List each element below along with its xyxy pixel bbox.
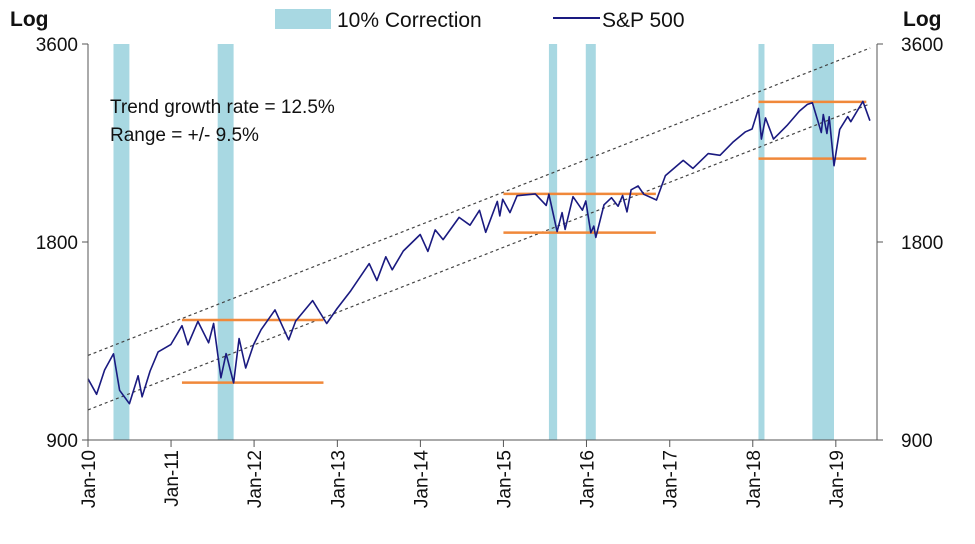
- x-tick-label: Jan-10: [79, 450, 100, 508]
- legend: 10% Correction S&P 500: [275, 9, 685, 32]
- x-tick-label: Jan-19: [827, 450, 848, 508]
- x-tick-label: Jan-11: [162, 450, 183, 507]
- correction-bands: [113, 44, 835, 440]
- y-axis-right: 900 1800 3600: [877, 35, 943, 452]
- correction-band: [113, 44, 130, 440]
- correction-band: [585, 44, 596, 440]
- correction-band: [758, 44, 765, 440]
- legend-label-sp500: S&P 500: [602, 9, 685, 32]
- y-tick-label-right: 3600: [901, 35, 943, 56]
- annotation-trend-growth: Trend growth rate = 12.5%: [110, 97, 335, 118]
- x-tick-label: Jan-13: [328, 450, 349, 508]
- correction-band: [217, 44, 234, 440]
- y-tick-label-left: 3600: [36, 35, 78, 56]
- y-tick-label-right: 900: [901, 431, 933, 452]
- annotation-range: Range = +/- 9.5%: [110, 125, 259, 146]
- y-tick-label-right: 1800: [901, 233, 943, 254]
- y-tick-label-left: 900: [46, 431, 78, 452]
- x-tick-label: Jan-18: [744, 450, 765, 508]
- legend-swatch-correction: [275, 9, 331, 29]
- trend-line-upper: [87, 47, 871, 357]
- series-layer: [87, 100, 871, 405]
- trend-line-lower: [87, 103, 871, 411]
- y-axis-left: 900 1800 3600: [36, 35, 88, 452]
- x-tick-label: Jan-16: [577, 450, 598, 508]
- y-axis-label-left: Log: [10, 8, 48, 31]
- correction-band: [812, 44, 835, 440]
- correction-band: [548, 44, 558, 440]
- y-axis-label-right: Log: [903, 8, 941, 31]
- y-tick-label-left: 1800: [36, 233, 78, 254]
- x-tick-label: Jan-15: [494, 450, 515, 508]
- legend-label-correction: 10% Correction: [337, 9, 482, 32]
- series-line-sp500: [87, 100, 871, 405]
- x-axis-ticks: Jan-10 Jan-11 Jan-12 Jan-13 Jan-14 Jan-15 Jan-…: [79, 440, 848, 508]
- x-tick-label: Jan-17: [661, 450, 682, 508]
- x-tick-label: Jan-12: [245, 450, 266, 508]
- x-tick-label: Jan-14: [411, 450, 432, 509]
